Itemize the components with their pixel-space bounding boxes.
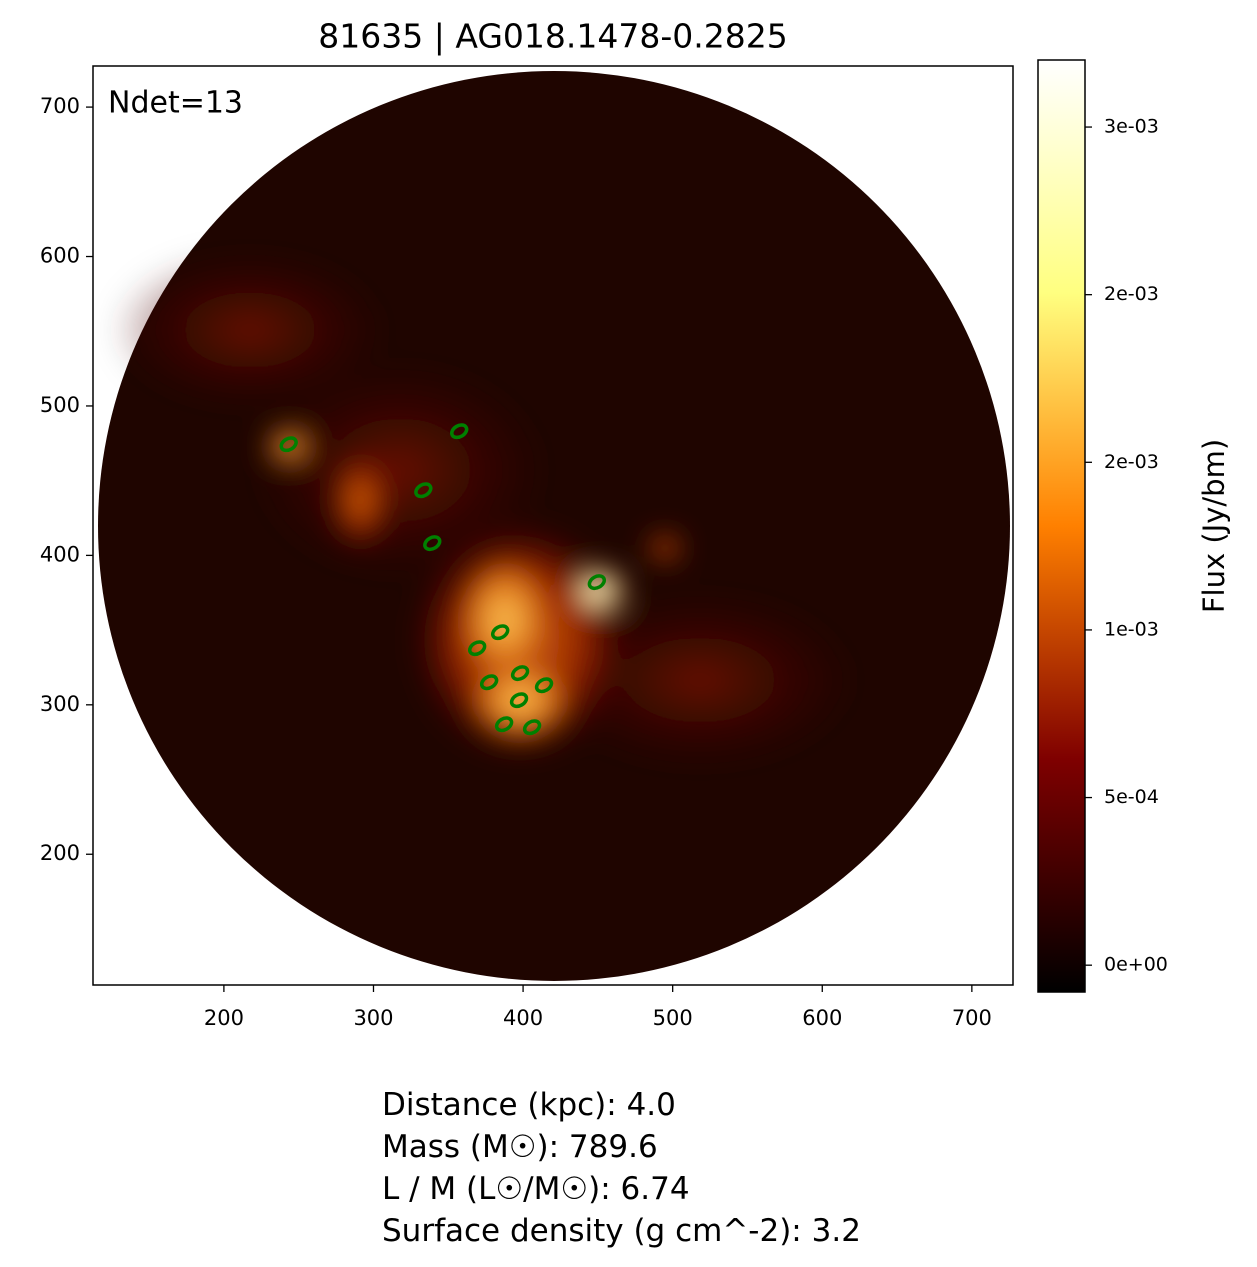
annotation: Ndet=13: [108, 86, 243, 121]
colorbar-tick-label: 2e-03: [1104, 283, 1159, 305]
colorbar: [1037, 59, 1086, 993]
x-tick-label: 400: [503, 1006, 543, 1030]
x-tick-label: 200: [204, 1006, 244, 1030]
detection-ellipse: [490, 624, 510, 641]
colorbar-tick-label: 5e-04: [1104, 786, 1159, 808]
colorbar-tick-label: 1e-03: [1104, 618, 1159, 640]
detection-ellipse: [423, 535, 442, 552]
x-tick-label: 700: [952, 1006, 992, 1030]
info-line: L / M (L☉/M☉): 6.74: [382, 1171, 690, 1207]
detection-ellipse: [414, 482, 433, 499]
detection-ellipse: [494, 716, 514, 733]
colorbar-label: Flux (Jy/bm): [1197, 439, 1231, 613]
detection-ellipse: [509, 692, 529, 709]
detection-ellipse: [279, 436, 298, 453]
detection-ellipse: [522, 719, 542, 736]
x-tick-label: 500: [653, 1006, 693, 1030]
info-line: Surface density (g cm^-2): 3.2: [382, 1213, 861, 1249]
y-tick-label: 700: [40, 94, 80, 118]
detection-ellipse: [450, 423, 469, 440]
detection-ellipse: [587, 574, 607, 591]
info-line: Distance (kpc): 4.0: [382, 1087, 676, 1123]
detection-ellipse: [510, 665, 530, 682]
x-tick-label: 600: [802, 1006, 842, 1030]
y-tick-label: 200: [40, 841, 80, 865]
detection-ellipse: [479, 674, 499, 691]
info-line: Mass (M☉): 789.6: [382, 1129, 658, 1165]
plot-frame: [92, 65, 1014, 986]
y-tick-label: 600: [40, 244, 80, 268]
x-tick-label: 300: [353, 1006, 393, 1030]
colorbar-tick-label: 2e-03: [1104, 451, 1159, 473]
emission: [110, 250, 860, 770]
detection-ellipse: [534, 677, 554, 694]
y-tick-label: 400: [40, 542, 80, 566]
y-tick-label: 500: [40, 393, 80, 417]
chart-title: 81635 | AG018.1478-0.2825: [318, 17, 787, 56]
image: [98, 71, 1010, 981]
detections: [279, 423, 607, 736]
y-tick-label: 300: [40, 692, 80, 716]
colorbar-tick-label: 0e+00: [1104, 954, 1168, 976]
detection-ellipse: [467, 640, 487, 657]
colorbar-tick-label: 3e-03: [1104, 116, 1159, 138]
